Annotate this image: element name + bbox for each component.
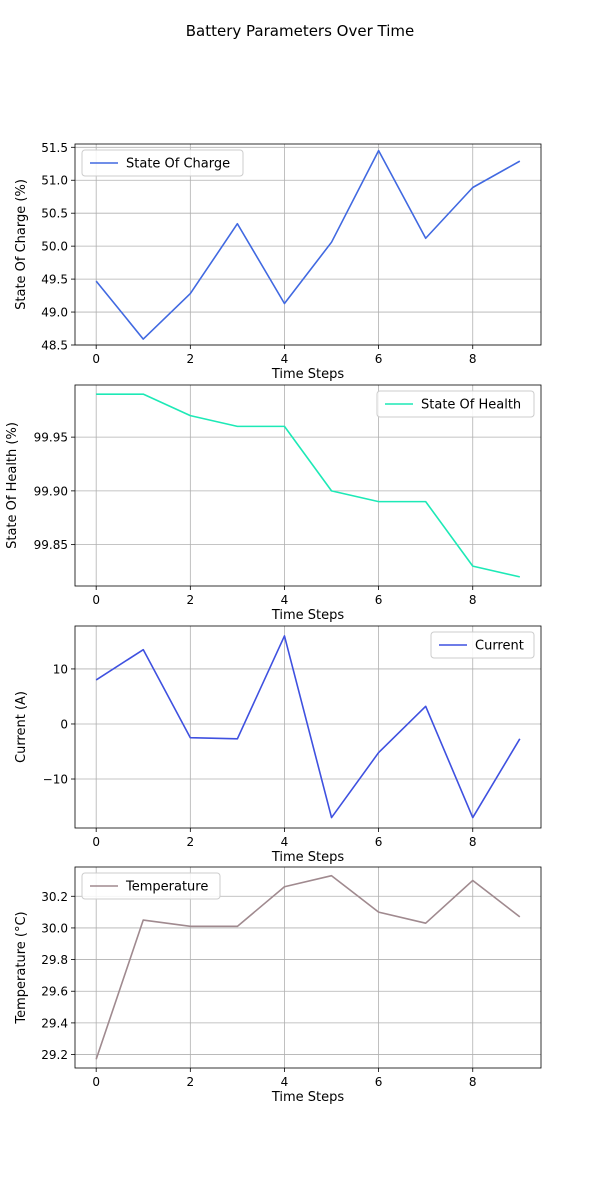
x-tick-label: 6 bbox=[375, 1075, 383, 1089]
legend: State Of Health bbox=[376, 390, 535, 418]
series-line-1 bbox=[96, 393, 520, 578]
legend: Temperature bbox=[81, 872, 221, 900]
axes-frame bbox=[74, 143, 542, 346]
y-tick-label: 29.8 bbox=[41, 953, 68, 967]
x-tick-label: 2 bbox=[187, 593, 195, 607]
y-tick-label: 49.0 bbox=[41, 306, 68, 320]
x-tick-label: 4 bbox=[281, 1075, 289, 1089]
legend-label: Current bbox=[475, 639, 524, 654]
y-tick-label: −10 bbox=[43, 773, 68, 787]
chart-panel-1: 0 2 4 6 8 48.5 49.0 49.5 50.0 50.5 51.0 51.5 Time St… bbox=[14, 141, 542, 382]
x-axis-label: Time Steps bbox=[271, 608, 345, 623]
chart-panel-3: 0 2 4 6 8 −10 0 10 Time Steps Current (A) Current bbox=[14, 625, 542, 865]
y-tick-label: 0 bbox=[60, 717, 68, 731]
x-tick-label: 8 bbox=[469, 1075, 477, 1089]
x-axis-label: Time Steps bbox=[271, 367, 345, 382]
y-tick-label: 29.6 bbox=[41, 985, 68, 999]
x-tick-label: 4 bbox=[281, 835, 289, 849]
y-tick-label: 50.5 bbox=[41, 207, 68, 221]
x-tick-label: 0 bbox=[92, 593, 100, 607]
y-tick-label: 51.0 bbox=[41, 174, 68, 188]
y-tick-label: 30.0 bbox=[41, 921, 68, 935]
x-tick-label: 0 bbox=[92, 835, 100, 849]
x-tick-label: 8 bbox=[469, 835, 477, 849]
x-tick-label: 8 bbox=[469, 352, 477, 366]
series-line-1 bbox=[95, 149, 521, 340]
y-tick-label: 99.95 bbox=[34, 431, 68, 445]
axes-frame bbox=[74, 625, 542, 829]
series-line-1 bbox=[95, 874, 521, 1060]
y-tick-label: 99.85 bbox=[34, 538, 68, 552]
figure-title: Battery Parameters Over Time bbox=[186, 22, 414, 40]
legend: State Of Charge bbox=[81, 149, 244, 177]
y-axis-label: State Of Health (%) bbox=[5, 422, 20, 549]
legend: Current bbox=[430, 631, 535, 659]
legend-label: Temperature bbox=[125, 880, 208, 895]
x-tick-label: 8 bbox=[469, 593, 477, 607]
chart-panel-4: 0 2 4 6 8 29.2 29.4 29.6 29.8 30.0 30.2 Time Steps T… bbox=[14, 866, 542, 1105]
legend-box bbox=[81, 872, 221, 900]
x-axis-label: Time Steps bbox=[271, 850, 345, 865]
y-tick-label: 50.0 bbox=[41, 240, 68, 254]
series-line-1 bbox=[95, 635, 521, 819]
y-tick-label: 48.5 bbox=[41, 339, 68, 353]
y-tick-label: 29.4 bbox=[41, 1016, 68, 1030]
x-axis-label: Time Steps bbox=[271, 1090, 345, 1105]
legend-label: State Of Charge bbox=[126, 157, 230, 172]
y-axis-label: State Of Charge (%) bbox=[14, 179, 29, 310]
plot-area bbox=[75, 867, 541, 1068]
x-tick-label: 2 bbox=[187, 835, 195, 849]
legend-label: State Of Health bbox=[421, 398, 521, 413]
y-tick-label: 49.5 bbox=[41, 273, 68, 287]
y-tick-label: 99.90 bbox=[34, 484, 68, 498]
legend-box bbox=[430, 631, 535, 659]
charts-container: 0 2 4 6 8 48.5 49.0 49.5 50.0 50.5 51.0 51.5 Time St… bbox=[5, 141, 542, 1105]
plot-area bbox=[75, 144, 541, 345]
x-tick-label: 0 bbox=[92, 1075, 100, 1089]
y-tick-label: 29.2 bbox=[41, 1048, 68, 1062]
y-axis-label: Temperature (°C) bbox=[14, 911, 29, 1024]
legend-box bbox=[81, 149, 244, 177]
chart-panel-2: 0 2 4 6 8 99.85 99.90 99.95 Time Steps State Of H… bbox=[5, 384, 542, 623]
axes-frame bbox=[74, 384, 542, 587]
y-tick-label: 10 bbox=[53, 662, 68, 676]
x-tick-label: 2 bbox=[187, 352, 195, 366]
y-axis-label: Current (A) bbox=[14, 691, 29, 763]
x-tick-label: 4 bbox=[281, 593, 289, 607]
y-tick-label: 30.2 bbox=[41, 890, 68, 904]
x-tick-label: 6 bbox=[375, 352, 383, 366]
x-tick-label: 4 bbox=[281, 352, 289, 366]
axes-frame bbox=[74, 866, 542, 1069]
x-tick-label: 6 bbox=[375, 593, 383, 607]
x-tick-label: 0 bbox=[92, 352, 100, 366]
legend-box bbox=[376, 390, 535, 418]
x-tick-label: 6 bbox=[375, 835, 383, 849]
x-tick-label: 2 bbox=[187, 1075, 195, 1089]
y-tick-label: 51.5 bbox=[41, 141, 68, 155]
